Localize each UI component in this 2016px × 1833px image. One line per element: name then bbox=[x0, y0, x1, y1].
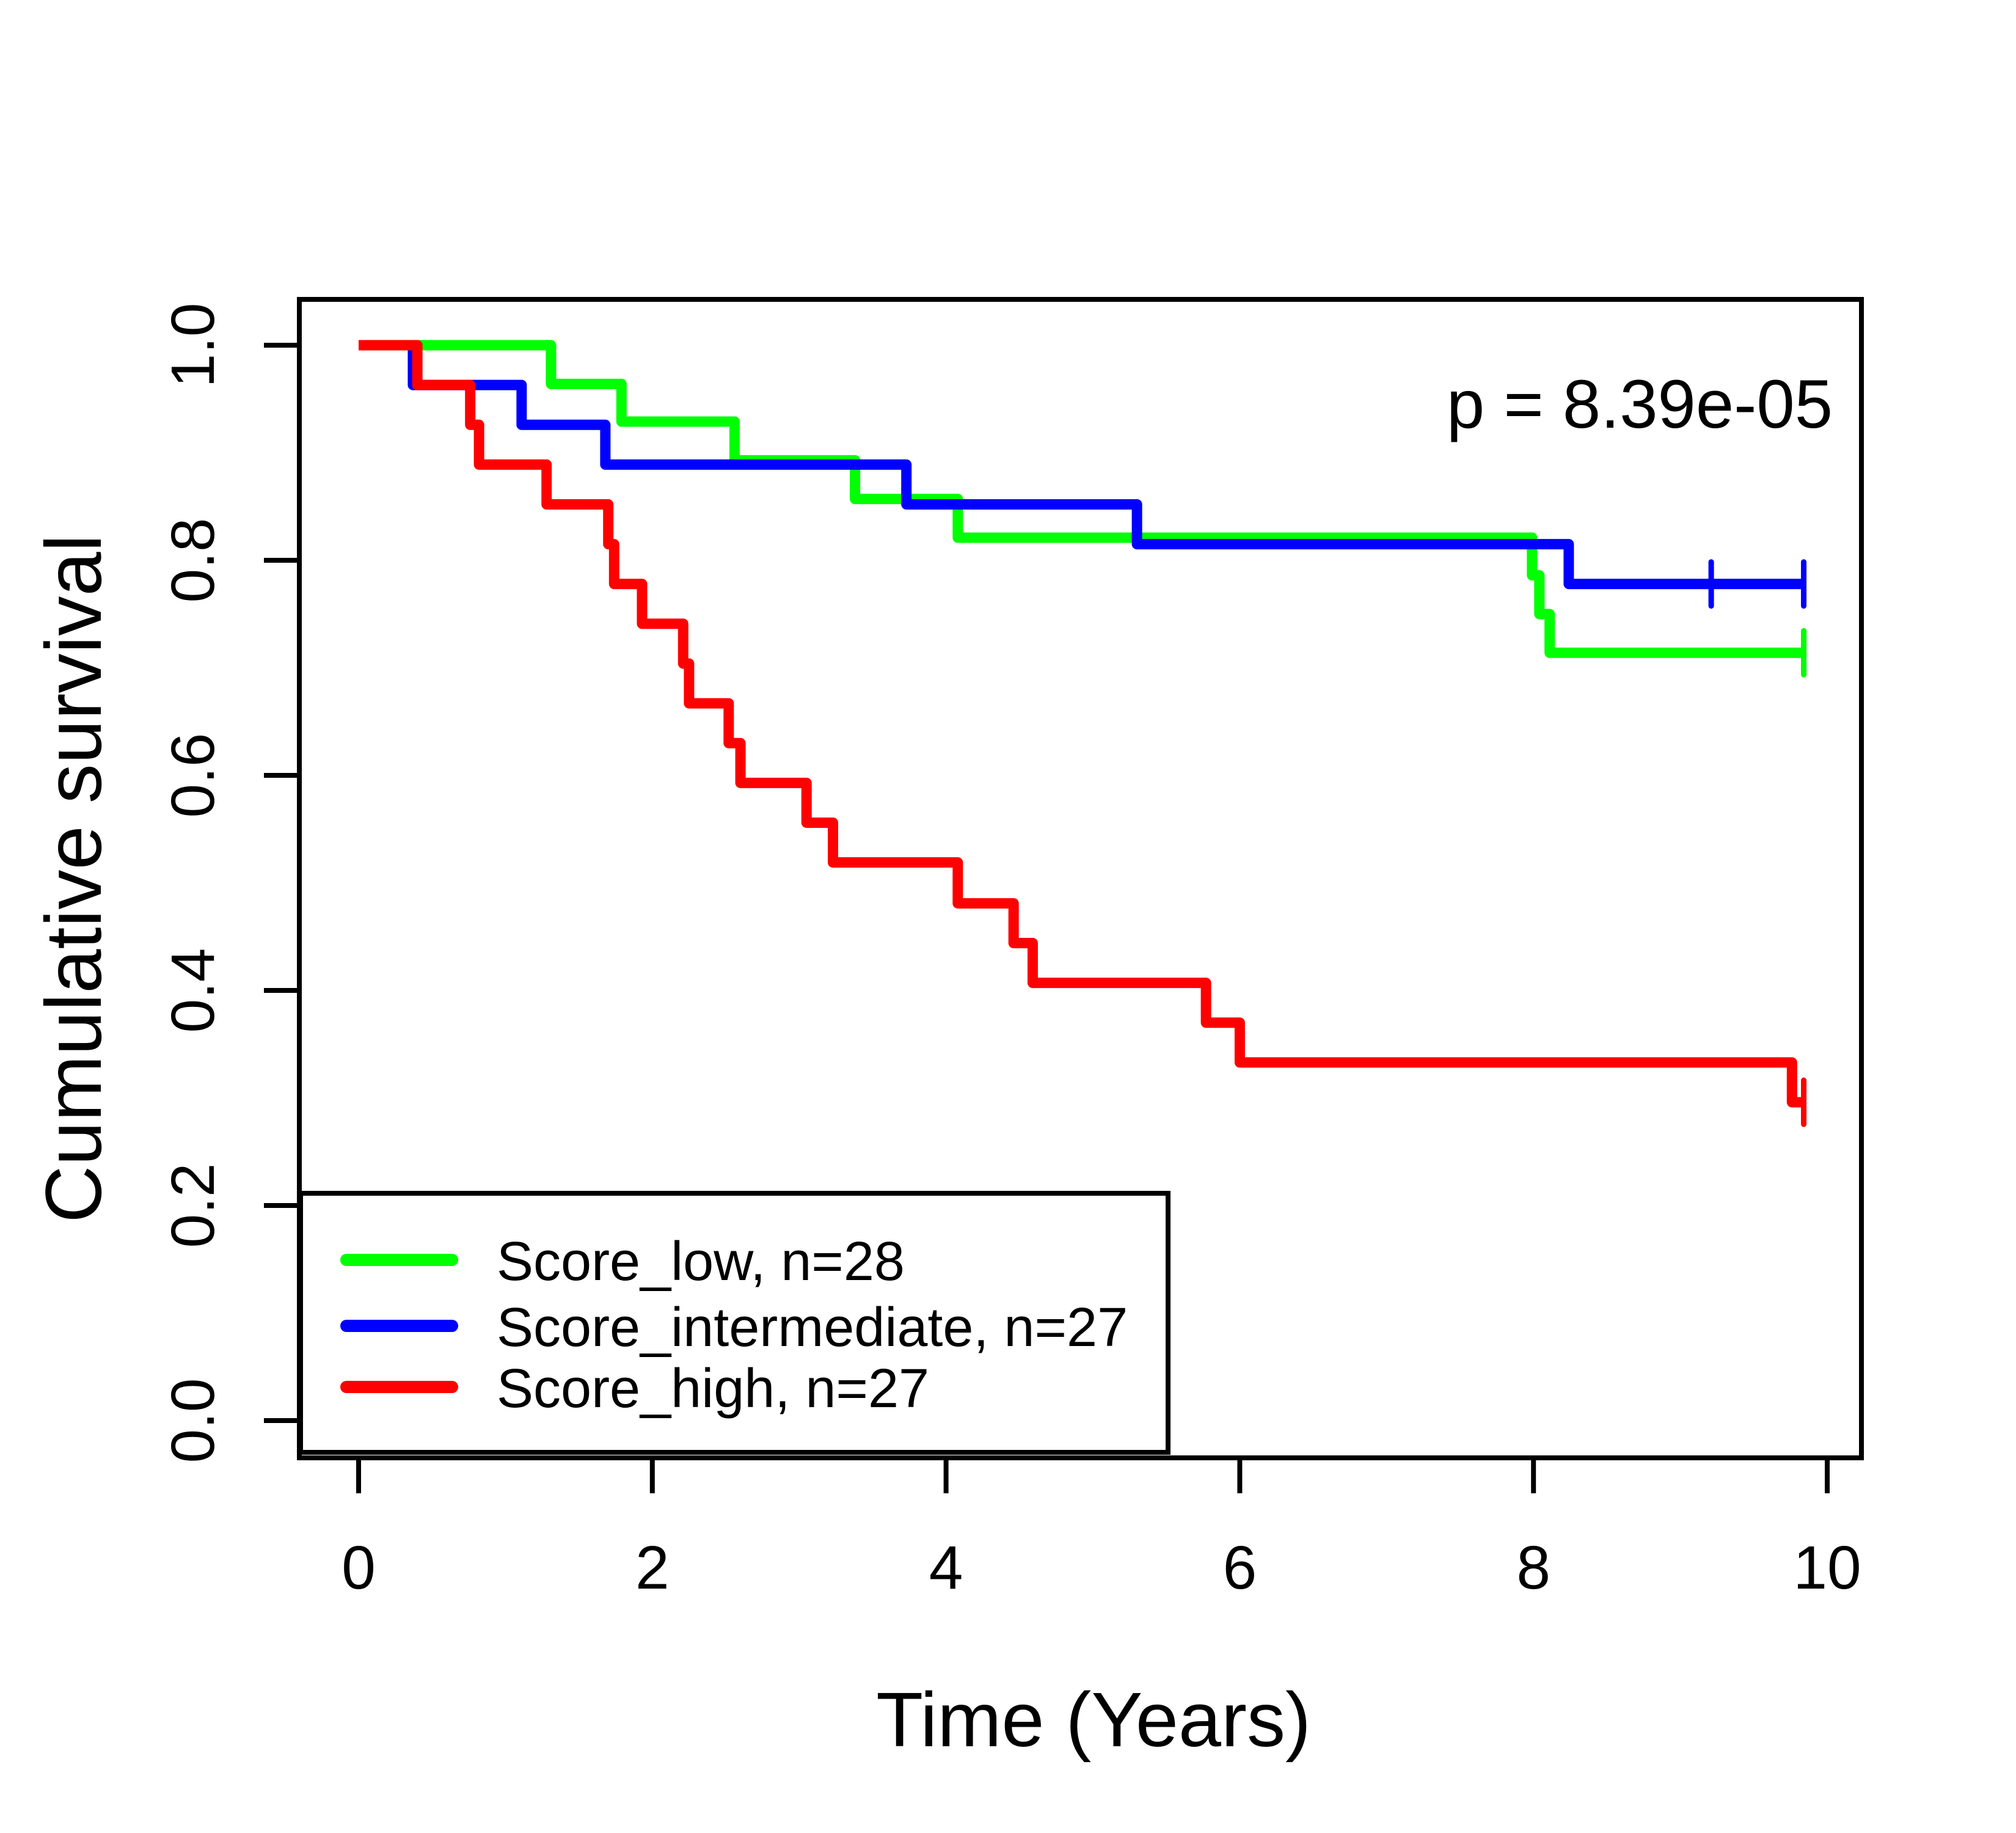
legend-label: Score_low, n=28 bbox=[497, 1231, 905, 1292]
survival-curve-Score_high bbox=[359, 340, 1804, 1108]
survival-curves bbox=[359, 340, 1804, 1108]
y-axis-title: Cumulative survival bbox=[29, 534, 118, 1223]
y-tick-label: 0.8 bbox=[159, 518, 227, 602]
y-tick-label: 1.0 bbox=[159, 302, 227, 387]
p-value-annotation: p = 8.39e-05 bbox=[1447, 366, 1833, 442]
y-tick-label: 0.0 bbox=[159, 1378, 227, 1463]
y-tick-label: 0.2 bbox=[159, 1163, 227, 1248]
x-axis-title: Time (Years) bbox=[876, 1677, 1311, 1763]
y-axis-ticks: 0.0 0.2 0.4 0.6 0.8 1.0 bbox=[159, 302, 299, 1463]
x-tick-label: 10 bbox=[1793, 1534, 1861, 1602]
plot-border bbox=[297, 297, 1864, 1460]
x-axis-ticks: 0 2 4 6 8 10 bbox=[341, 1458, 1861, 1602]
legend-box bbox=[298, 1191, 1171, 1455]
x-tick-label: 8 bbox=[1516, 1534, 1550, 1602]
y-tick-label: 0.6 bbox=[159, 733, 227, 818]
x-tick-label: 4 bbox=[929, 1534, 963, 1602]
legend-label: Score_intermediate, n=27 bbox=[497, 1297, 1128, 1358]
x-tick-label: 0 bbox=[341, 1534, 376, 1602]
legend-label: Score_high, n=27 bbox=[497, 1358, 929, 1419]
censor-marks bbox=[1708, 559, 1807, 1127]
x-tick-label: 2 bbox=[635, 1534, 670, 1602]
y-tick-label: 0.4 bbox=[159, 948, 227, 1033]
x-tick-label: 6 bbox=[1223, 1534, 1257, 1602]
